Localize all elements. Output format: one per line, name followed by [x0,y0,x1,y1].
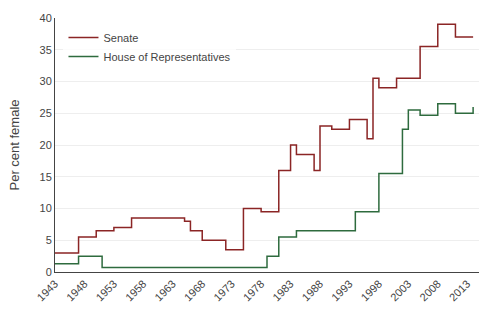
svg-text:Senate: Senate [103,32,138,44]
svg-text:25: 25 [40,107,52,119]
svg-text:1973: 1973 [211,278,237,304]
svg-text:15: 15 [40,171,52,183]
svg-text:40: 40 [40,12,52,24]
svg-text:20: 20 [40,139,52,151]
svg-text:1998: 1998 [358,278,384,304]
svg-text:1948: 1948 [64,278,90,304]
svg-text:Per cent female: Per cent female [7,99,22,190]
svg-text:10: 10 [40,202,52,214]
svg-text:1978: 1978 [241,278,267,304]
svg-text:1968: 1968 [182,278,208,304]
svg-text:1943: 1943 [35,278,61,304]
svg-text:5: 5 [46,234,52,246]
svg-text:2008: 2008 [417,278,443,304]
svg-text:2003: 2003 [388,278,414,304]
svg-text:1958: 1958 [123,278,149,304]
svg-text:30: 30 [40,75,52,87]
svg-text:1988: 1988 [300,278,326,304]
svg-text:0: 0 [46,266,52,278]
svg-text:2013: 2013 [447,278,473,304]
svg-text:1953: 1953 [93,278,119,304]
svg-text:1963: 1963 [152,278,178,304]
svg-text:1983: 1983 [270,278,296,304]
svg-text:35: 35 [40,44,52,56]
svg-text:House of Representatives: House of Representatives [103,51,230,63]
svg-text:1993: 1993 [329,278,355,304]
